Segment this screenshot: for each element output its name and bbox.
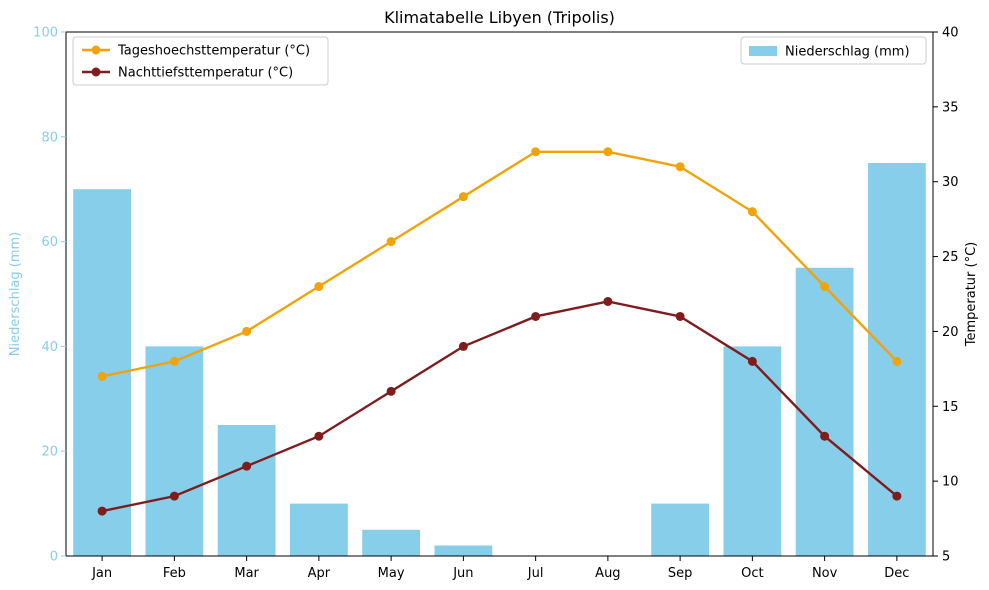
max-temperature-line [101,150,898,378]
min-temperature-point-feb [169,491,179,501]
right-tick-label: 40 [942,26,959,41]
max-temperature-point-jun [458,192,468,202]
left-tick-label: 60 [41,235,58,250]
max-temperature-point-dec [892,356,902,366]
right-axis-label: Temperatur (°C) [964,242,979,348]
legend-box [72,36,329,86]
x-tick-label: Mar [234,566,259,581]
max-temperature-point-aug [603,147,613,157]
min-temperature-point-nov [820,431,830,441]
legend-label: Nachttiefsttemperatur (°C) [118,66,293,81]
precipitation-bar-sep [651,503,710,556]
legend-label: Niederschlag (mm) [785,45,910,60]
max-temperature-point-nov [820,282,830,292]
min-temperature-point-aug [603,296,613,306]
max-temperature-point-apr [314,282,324,292]
x-tick-label: May [378,566,405,581]
min-temperature-point-mar [242,461,252,471]
x-tick-label: Feb [163,566,186,581]
x-tick-label: Jun [452,566,473,581]
precipitation-bars [73,163,926,556]
right-tick-label: 20 [942,325,959,340]
legend-marker [91,67,101,77]
x-tick-label: Sep [668,566,693,581]
chart-title: Klimatabelle Libyen (Tripolis) [384,8,615,27]
right-tick-label: 5 [942,550,950,565]
x-axis: Jan Feb Mar Apr May Jun Jul Aug Sep Oct Nov Dec [91,556,909,581]
max-temperature-point-feb [169,356,179,366]
min-temperature-point-oct [747,356,757,366]
legend-bar-swatch [749,46,777,56]
x-tick-label: Jan [91,566,112,581]
left-axis: 0 20 40 60 80 100 [33,26,66,565]
legend-box [740,36,927,65]
right-tick-label: 30 [942,175,959,190]
precipitation-bar-jun [434,545,493,556]
left-tick-label: 80 [41,130,58,145]
precipitation-bar-mar [217,425,276,556]
min-temperature-point-may [386,386,396,396]
min-temperature-line [101,300,898,513]
x-tick-label: Oct [741,566,763,581]
legend-temperature: Tageshoechsttemperatur (°C) Nachttiefstte… [72,36,329,86]
right-axis: 5 10 15 20 25 30 35 40 [933,26,959,565]
max-temperature-point-oct [747,207,757,217]
right-tick-label: 10 [942,475,959,490]
legend-precipitation: Niederschlag (mm) [740,36,927,65]
min-temperature-point-dec [892,491,902,501]
plot-frame [65,31,934,557]
right-tick-label: 25 [942,250,959,265]
right-tick-label: 35 [942,100,959,115]
precipitation-bar-oct [723,346,782,556]
left-axis-label: Niederschlag (mm) [8,232,23,357]
x-tick-label: Apr [308,566,331,581]
x-tick-label: Dec [884,566,909,581]
max-temperature-point-mar [242,326,252,336]
precipitation-bar-may [362,529,421,556]
precipitation-bar-apr [289,503,348,556]
max-temperature-point-jul [531,147,541,157]
left-tick-label: 100 [33,26,58,41]
legend-label: Tageshoechsttemperatur (°C) [117,44,310,59]
precipitation-bar-feb [145,346,204,556]
min-temperature-point-jul [531,311,541,321]
left-tick-label: 40 [41,340,58,355]
x-tick-label: Nov [812,566,838,581]
left-tick-label: 20 [41,445,58,460]
min-temperature-point-apr [314,431,324,441]
x-tick-label: Jul [527,566,544,581]
min-temperature-point-jan [97,506,107,516]
temperature-lines [97,147,902,516]
min-temperature-point-jun [458,341,468,351]
x-tick-label: Aug [595,566,620,581]
right-tick-label: 15 [942,400,959,415]
precipitation-bar-nov [795,267,854,556]
left-tick-label: 0 [50,550,58,565]
max-temperature-point-jan [97,371,107,381]
legend-marker [91,45,101,55]
max-temperature-point-may [386,237,396,247]
min-temperature-point-sep [675,311,685,321]
max-temperature-point-sep [675,162,685,172]
